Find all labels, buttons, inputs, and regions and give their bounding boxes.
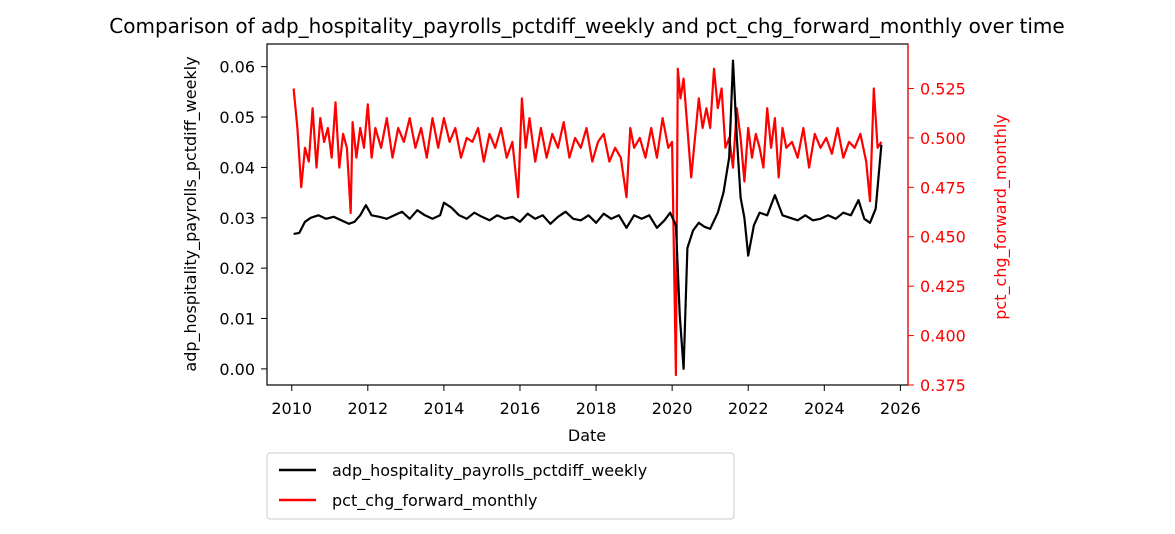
x-tick-label: 2020: [652, 399, 693, 418]
series-line-adp-hospitality-payrolls: [293, 59, 883, 370]
plot-frame: [266, 43, 909, 386]
right-y-tick-label: 0.450: [920, 228, 966, 247]
left-y-tick-label: 0.06: [219, 58, 255, 77]
left-y-tick-label: 0.01: [219, 310, 255, 329]
x-tick-label: 2016: [500, 399, 541, 418]
right-y-tick-label: 0.500: [920, 129, 966, 148]
left-y-tick-label: 0.04: [219, 158, 255, 177]
left-y-tick-label: 0.00: [219, 360, 255, 379]
series-line-pct-chg-forward-monthly: [292, 67, 883, 377]
right-y-axis: 0.375 0.400 0.425 0.450 0.475 0.500 0.525: [908, 79, 966, 395]
x-axis-label: Date: [568, 426, 606, 445]
left-y-axis-label: adp_hospitality_payrolls_pctdiff_weekly: [181, 56, 201, 371]
series-layer: [292, 59, 883, 377]
legend-box: [266, 452, 735, 520]
x-tick-label: 2018: [576, 399, 617, 418]
right-y-axis-label: pct_chg_forward_monthly: [991, 114, 1011, 320]
right-y-tick-label: 0.475: [920, 178, 966, 197]
left-y-axis: 0.00 0.01 0.02 0.03 0.04 0.05 0.06: [219, 58, 267, 379]
left-y-tick-label: 0.03: [219, 209, 255, 228]
x-tick-label: 2026: [880, 399, 921, 418]
legend: adp_hospitality_payrolls_pctdiff_weekly …: [266, 452, 735, 520]
left-y-tick-label: 0.05: [219, 108, 255, 127]
legend-label-left-series: adp_hospitality_payrolls_pctdiff_weekly: [332, 461, 647, 481]
right-y-tick-label: 0.425: [920, 277, 966, 296]
right-y-tick-label: 0.375: [920, 376, 966, 395]
x-tick-label: 2010: [271, 399, 312, 418]
x-tick-label: 2014: [424, 399, 465, 418]
right-y-tick-label: 0.525: [920, 79, 966, 98]
x-tick-label: 2012: [347, 399, 388, 418]
legend-label-right-series: pct_chg_forward_monthly: [332, 491, 538, 511]
x-tick-label: 2022: [728, 399, 769, 418]
left-y-tick-label: 0.02: [219, 259, 255, 278]
x-axis: 2010 2012 2014 2016 2018 2020 2022 2024 2026: [271, 385, 921, 418]
chart-title: Comparison of adp_hospitality_payrolls_p…: [109, 14, 1064, 38]
right-y-tick-label: 0.400: [920, 327, 966, 346]
x-tick-label: 2024: [804, 399, 845, 418]
